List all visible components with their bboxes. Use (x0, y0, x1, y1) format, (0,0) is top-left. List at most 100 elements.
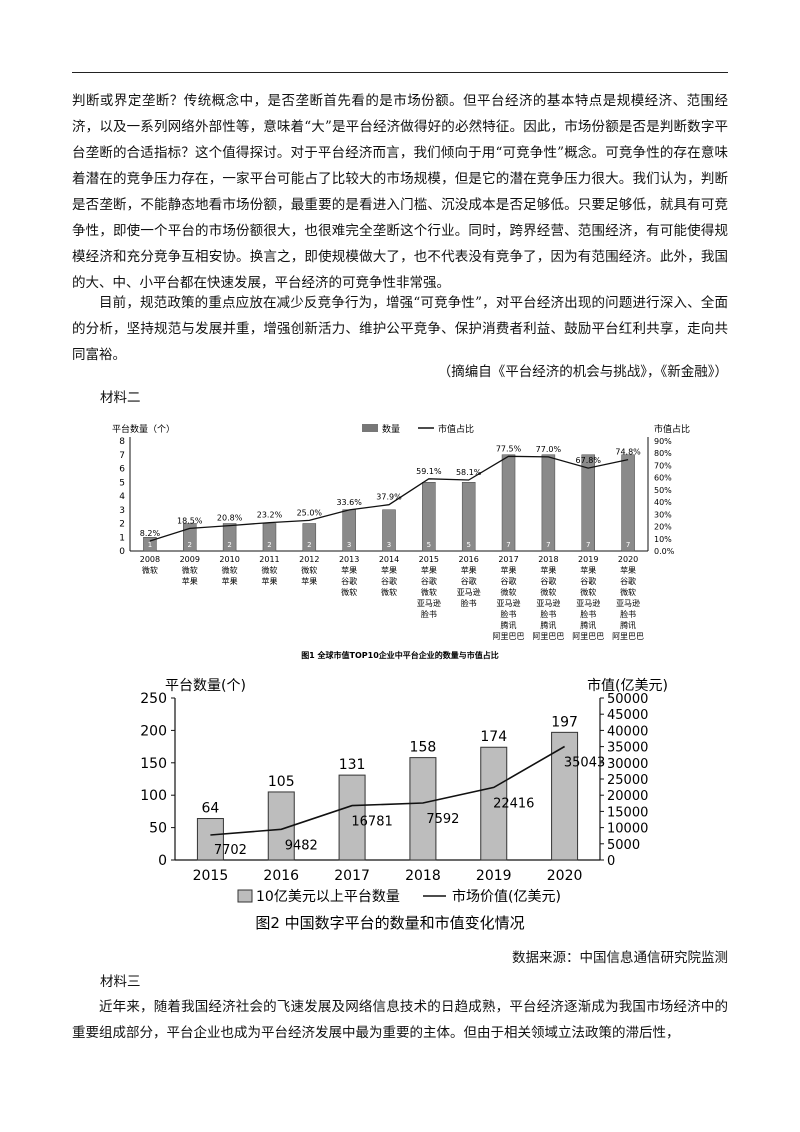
article-paragraph-1: 判断或界定垄断？传统概念中，是否垄断首先看的是市场份额。但平台经济的基本特点是规… (72, 93, 728, 291)
chart-1-bar-value-label: 7 (506, 541, 510, 549)
chart-1-share-label: 20.8% (217, 514, 243, 523)
chart-1-title: 图1 全球市值TOP10企业中平台企业的数量与市值占比 (301, 650, 499, 660)
chart-1-legend-swatch-bar (362, 424, 378, 432)
chart-1-share-label: 59.1% (416, 467, 442, 476)
chart-1-share-line (149, 455, 629, 542)
chart-1-x-tick-label: 2014 (379, 555, 399, 564)
chart-1-company-label: 微软 (142, 565, 158, 575)
chart-2-x-tick-label: 2018 (405, 868, 441, 884)
chart-1-company-label: 苹果 (540, 565, 556, 575)
chart-1-company-label: 脸书 (580, 609, 596, 619)
chart-1-company-label: 微软 (381, 587, 397, 597)
chart-1-left-axis-title: 平台数量（个） (112, 423, 175, 435)
chart-2-legend-label-bar: 10亿美元以上平台数量 (256, 889, 400, 905)
chart-1-bar-value-label: 2 (307, 541, 311, 549)
material-3-heading: 材料三 (100, 974, 141, 990)
chart-1-right-tick-label: 40% (654, 498, 672, 507)
chart-1-company-label: 谷歌 (381, 576, 397, 586)
chart-1-right-tick-label: 10% (654, 535, 672, 544)
chart-1-left-tick-label: 3 (119, 506, 125, 516)
chart-2-line-value-label: 35043 (564, 755, 605, 770)
chart-1-x-tick-label: 2016 (459, 555, 479, 564)
chart-1-bar-value-label: 2 (188, 541, 192, 549)
chart-2-right-tick-label: 50000 (607, 692, 648, 707)
chart-1-company-label: 阿里巴巴 (572, 632, 604, 641)
chart-1-bar (621, 454, 635, 552)
chart-1-company-label: 苹果 (381, 565, 397, 575)
chart-1-x-tick-label: 2018 (538, 555, 558, 564)
chart-1-x-tick-label: 2017 (498, 555, 518, 564)
chart-2-line-value-label: 16781 (351, 815, 392, 830)
chart-1-x-tick-label: 2019 (578, 555, 598, 564)
chart-1-share-label: 77.5% (496, 444, 522, 453)
chart-1-company-label: 谷歌 (341, 576, 357, 586)
chart-1-left-tick-label: 1 (119, 533, 125, 543)
chart-1-share-label: 8.2% (140, 529, 161, 538)
chart-1-legend-label-line: 市值占比 (438, 423, 474, 435)
article-paragraph-3: 近年来，随着我国经济社会的飞速发展及网络信息技术的日趋成熟，平台经济逐渐成为我国… (72, 999, 728, 1041)
chart-1-company-label: 脸书 (620, 609, 636, 619)
chart-1-bar-value-label: 3 (347, 541, 351, 549)
chart-1-company-label: 苹果 (501, 565, 517, 575)
chart-1-company-label: 腾讯 (501, 620, 517, 630)
chart-1-company-label: 亚马逊 (616, 598, 640, 608)
chart-2-right-tick-label: 15000 (607, 805, 648, 820)
chart-1-company-label: 谷歌 (501, 576, 517, 586)
chart-2-left-tick-label: 150 (140, 756, 167, 772)
chart-1-bar-value-label: 5 (427, 541, 431, 549)
chart-2-right-tick-label: 10000 (607, 822, 648, 837)
chart-2-right-tick-label: 40000 (607, 724, 648, 739)
chart-1-company-label: 微软 (301, 565, 317, 575)
chart-1-company-label: 谷歌 (421, 576, 437, 586)
chart-2-bar-value-label: 131 (339, 757, 366, 773)
chart-1-company-label: 苹果 (461, 565, 477, 575)
chart-1-bar (382, 509, 396, 552)
chart-1-company-label: 微软 (421, 587, 437, 597)
chart-2-x-tick-label: 2015 (193, 868, 229, 884)
chart-2-left-tick-label: 200 (140, 723, 167, 739)
chart-1-bar (501, 454, 516, 552)
chart-1-x-tick-label: 2015 (419, 555, 439, 564)
chart-1-x-tick-label: 2009 (180, 555, 200, 564)
chart-1-right-tick-label: 0.0% (654, 547, 675, 556)
chart-1-company-label: 脸书 (540, 609, 556, 619)
chart-1-share-label: 67.8% (576, 456, 602, 465)
chart-1-bar-value-label: 7 (626, 541, 630, 549)
chart-1-global-platforms: 平台数量（个） 市值占比 数量 市值占比 0 1 2 3 4 5 6 7 8 0.0% 10% 20% 30% 4… (112, 423, 690, 660)
chart-2-value-line (210, 745, 566, 836)
chart-1-left-tick-label: 6 (119, 465, 125, 475)
chart-1-company-label: 腾讯 (540, 620, 556, 630)
chart-1-company-label: 亚马逊 (536, 598, 560, 608)
chart-1-company-label: 谷歌 (620, 576, 636, 586)
chart-2-right-tick-label: 0 (607, 854, 615, 869)
chart-1-company-label: 腾讯 (580, 620, 596, 630)
chart-1-company-label: 微软 (580, 587, 596, 597)
chart-2-bar-value-label: 105 (268, 774, 295, 790)
chart-2-bar (480, 746, 508, 861)
chart-1-company-label: 阿里巴巴 (493, 632, 525, 641)
chart-1-company-label: 谷歌 (580, 576, 596, 586)
chart-1-company-label: 微软 (620, 587, 636, 597)
chart-1-company-label: 苹果 (222, 576, 238, 586)
chart-1-company-label: 苹果 (580, 565, 596, 575)
chart-2-bar-value-label: 174 (480, 729, 507, 745)
chart-1-share-label: 77.0% (536, 445, 562, 454)
chart-1-company-label: 苹果 (341, 565, 357, 575)
chart-1-x-tick-label: 2008 (140, 555, 160, 564)
chart-1-left-tick-label: 8 (119, 437, 125, 447)
chart-1-company-label: 苹果 (421, 565, 437, 575)
chart-1-company-label: 苹果 (261, 576, 277, 586)
chart-2-title: 图2 中国数字平台的数量和市值变化情况 (255, 914, 524, 932)
chart-1-right-tick-label: 30% (654, 510, 672, 519)
chart-1-company-label: 微软 (501, 587, 517, 597)
chart-2-x-tick-label: 2019 (476, 868, 512, 884)
chart-1-left-tick-label: 5 (119, 478, 125, 488)
chart-1-x-tick-label: 2013 (339, 555, 359, 564)
chart-2-left-tick-label: 100 (140, 788, 167, 804)
chart-1-company-label: 亚马逊 (457, 587, 481, 597)
chart-1-company-label: 脸书 (421, 609, 437, 619)
chart-2-line-value-label: 9482 (285, 838, 318, 853)
chart-2-x-tick-label: 2017 (334, 868, 370, 884)
chart-1-x-tick-label: 2010 (219, 555, 239, 564)
chart-2-bar (551, 731, 579, 861)
